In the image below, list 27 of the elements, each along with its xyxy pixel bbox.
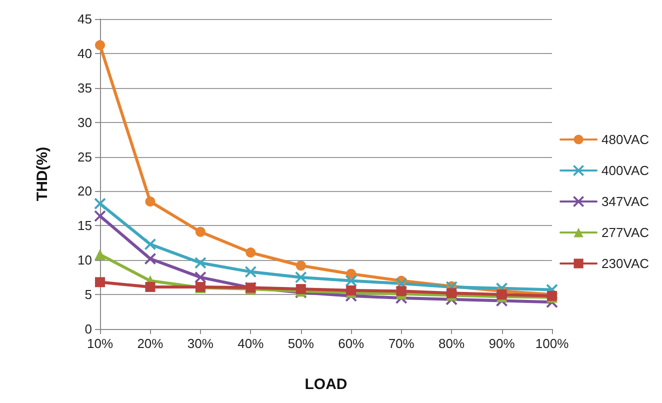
y-tick-label: 5 (84, 287, 92, 302)
y-tick-label: 15 (78, 218, 92, 234)
y-tick-label: 30 (78, 114, 92, 130)
x-tick-label: 40% (238, 336, 264, 351)
y-axis-title: THD(%) (34, 146, 51, 202)
x-tick-label: 70% (388, 336, 415, 351)
y-tick-label: 10 (78, 252, 92, 268)
y-tick-label: 0 (84, 322, 92, 336)
x-tick-label: 10% (86, 336, 114, 351)
y-tick-label: 25 (78, 149, 92, 164)
x-tick-label: 30% (187, 336, 214, 351)
y-tick-label: 45 (78, 12, 92, 26)
x-tick-label: 20% (137, 336, 164, 351)
x-tick-label: 90% (488, 336, 516, 351)
legend-label: 277VAC (602, 225, 650, 240)
legend-label: 230VAC (602, 256, 650, 271)
x-tick-label: 80% (438, 336, 465, 351)
x-axis-title: LOAD (304, 376, 348, 393)
legend-label: 480VAC (602, 132, 650, 147)
x-tick-label: 60% (338, 336, 365, 351)
legend-label: 400VAC (602, 163, 650, 178)
legend-label: 347VAC (602, 194, 650, 209)
y-tick-label: 40 (78, 46, 92, 61)
y-tick-label: 20 (78, 184, 92, 199)
x-tick-label: 100% (535, 336, 570, 351)
y-tick-label: 35 (78, 80, 92, 96)
x-tick-label: 50% (288, 336, 314, 351)
